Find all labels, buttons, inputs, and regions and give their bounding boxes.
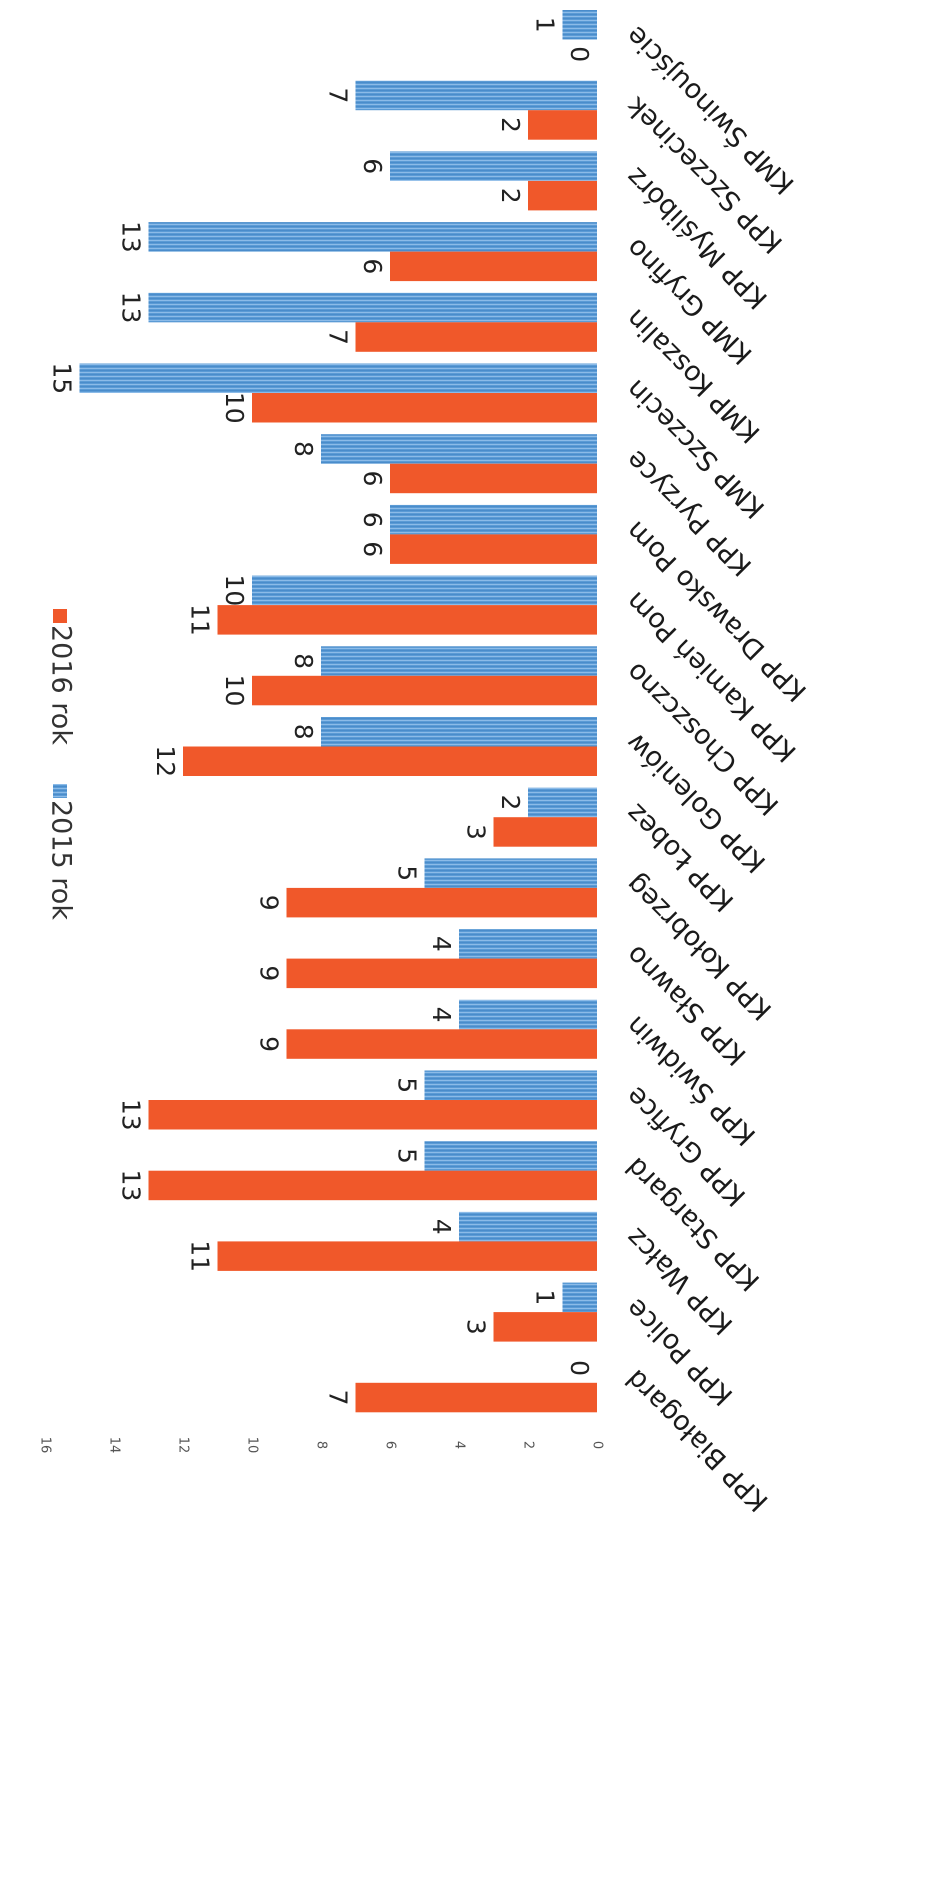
bar-2015 [390,505,597,535]
value-tick: 8 [314,1441,329,1449]
data-label: 11 [186,1240,215,1272]
bar-2015 [425,1071,598,1101]
bar-2016 [149,1171,598,1201]
bar-2015 [459,929,597,959]
bar-2015 [149,222,598,252]
bar-2015 [80,364,598,394]
bar-2015 [459,1212,597,1242]
bar-2015 [425,1141,598,1171]
value-tick: 10 [245,1437,260,1454]
data-label: 1 [531,1289,560,1305]
bar-2015 [390,151,597,181]
data-label: 8 [289,724,318,740]
value-tick: 2 [521,1441,536,1449]
bar-2016 [390,252,597,282]
bar-2015 [149,293,598,323]
data-label: 3 [462,824,491,840]
value-axis: 0 2 4 6 8 10 12 14 16 [38,1437,605,1454]
data-label: 6 [358,158,387,174]
data-label: 15 [48,362,77,394]
bar-2016 [149,1100,598,1130]
data-label: 13 [117,292,146,324]
value-tick: 0 [590,1441,605,1449]
bar-2015 [321,717,597,747]
bar-2015 [459,1000,597,1030]
bar-2016 [528,181,597,211]
legend-swatch [53,784,67,798]
data-label: 0 [565,46,594,62]
bar-2015 [563,1283,598,1313]
data-label: 2 [496,117,525,133]
value-tick: 14 [107,1437,122,1454]
legend-entry: 2016 rok [46,625,77,745]
value-tick: 4 [452,1441,467,1449]
data-label: 12 [151,745,180,777]
data-label: 9 [255,895,284,911]
bar-2016 [252,676,597,706]
bar-2016 [287,1029,598,1059]
data-label: 13 [117,1170,146,1202]
data-label: 2 [496,188,525,204]
data-label: 0 [565,1360,594,1376]
bar-2015 [252,576,597,606]
data-label: 1 [531,17,560,33]
data-label: 6 [358,541,387,557]
bar-2016 [183,747,597,777]
data-label: 4 [427,936,456,952]
data-label: 13 [117,221,146,253]
data-label: 10 [220,675,249,707]
data-label: 6 [358,470,387,486]
bar-2015 [321,434,597,464]
data-label: 9 [255,1036,284,1052]
data-label: 3 [462,1319,491,1335]
bar-2016 [287,888,598,918]
bar-2016 [390,464,597,494]
bar-2015 [563,10,598,40]
data-label: 8 [289,653,318,669]
bar-2015 [321,646,597,676]
bar-2016 [390,534,597,564]
value-tick: 16 [38,1437,53,1454]
data-label: 5 [393,1148,422,1164]
data-label: 10 [220,574,249,606]
legend-swatch [53,609,67,623]
legend-entry: 2015 rok [46,800,77,920]
bar-2016 [356,322,598,352]
data-label: 4 [427,1219,456,1235]
bar-2016 [287,959,598,989]
bar-2015 [528,788,597,818]
data-label: 6 [358,258,387,274]
bars [80,10,598,1412]
bar-2016 [494,1312,598,1342]
data-label: 5 [393,1077,422,1093]
bar-2016 [528,110,597,140]
data-label: 10 [220,392,249,424]
data-label: 4 [427,1007,456,1023]
data-label: 11 [186,604,215,636]
value-tick: 12 [176,1437,191,1454]
legend: 2015 rok 2016 rok [46,609,77,920]
data-label: 9 [255,965,284,981]
bar-2016 [218,605,598,635]
data-label: 7 [324,329,353,345]
bar-2015 [356,81,598,111]
data-label: 2 [496,794,525,810]
value-tick: 6 [383,1441,398,1449]
bar-2016 [218,1241,598,1271]
bar-2016 [356,1383,598,1413]
bar-2016 [494,817,598,847]
data-label: 6 [358,512,387,528]
data-label: 8 [289,441,318,457]
bar-2016 [252,393,597,423]
data-label: 13 [117,1099,146,1131]
data-label: 7 [324,87,353,103]
data-label: 5 [393,865,422,881]
bar-2015 [425,858,598,888]
data-label: 7 [324,1390,353,1406]
